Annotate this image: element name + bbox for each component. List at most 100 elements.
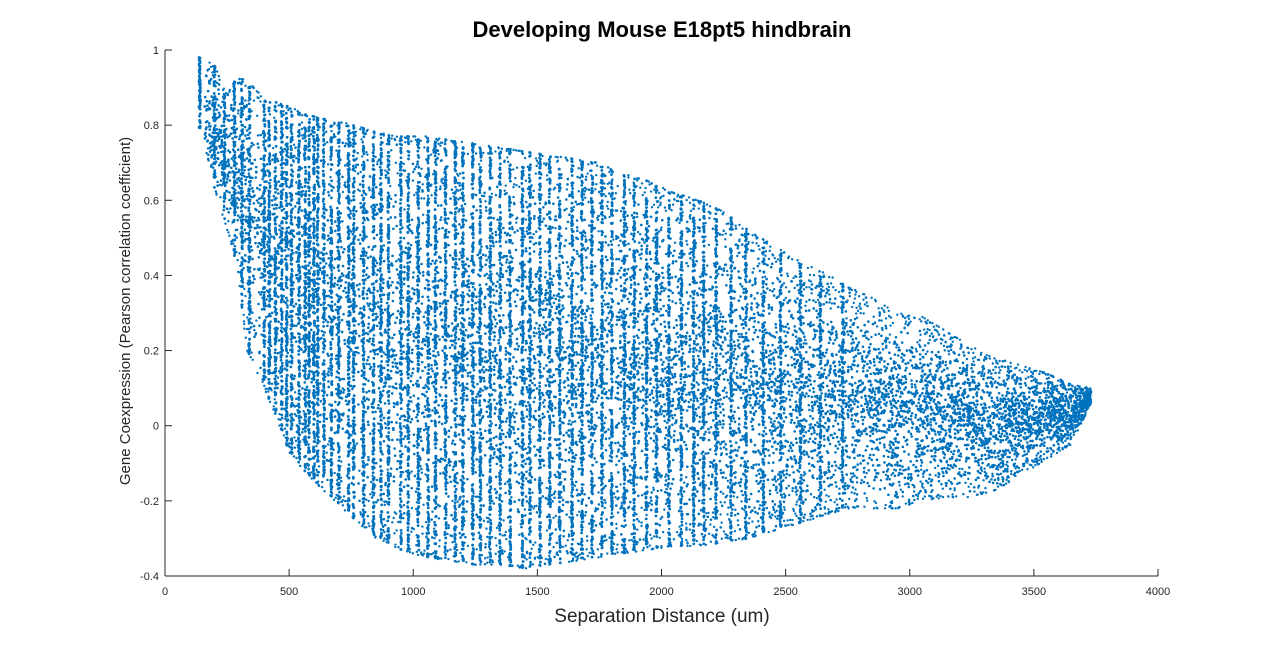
data-point xyxy=(241,131,245,135)
data-point xyxy=(347,336,351,339)
data-point xyxy=(417,299,421,303)
data-point xyxy=(316,315,320,319)
data-point xyxy=(426,467,430,471)
data-point xyxy=(322,386,326,390)
data-point xyxy=(240,108,243,112)
data-point xyxy=(312,130,316,134)
data-point xyxy=(280,339,284,343)
data-point xyxy=(336,164,340,167)
data-point xyxy=(262,105,266,109)
data-point xyxy=(312,242,316,245)
data-point xyxy=(346,368,350,372)
data-point xyxy=(285,142,289,146)
data-point xyxy=(433,489,437,493)
data-point xyxy=(274,363,277,367)
data-point xyxy=(313,148,316,152)
data-point xyxy=(248,212,252,216)
data-point xyxy=(406,225,410,229)
data-point xyxy=(362,461,365,465)
data-point xyxy=(297,174,301,178)
data-point xyxy=(263,264,267,268)
data-point xyxy=(406,325,410,329)
data-point xyxy=(329,219,333,222)
data-point xyxy=(352,356,355,360)
data-point xyxy=(268,371,272,375)
data-point xyxy=(426,381,430,385)
data-point xyxy=(361,333,365,337)
data-point xyxy=(372,356,376,360)
data-point xyxy=(268,162,272,166)
data-point xyxy=(362,465,366,469)
data-point xyxy=(352,256,356,259)
data-point xyxy=(262,291,266,294)
data-point xyxy=(434,185,438,189)
data-point xyxy=(361,440,365,444)
data-point xyxy=(280,374,283,378)
data-point xyxy=(372,288,376,292)
data-point xyxy=(362,146,366,150)
data-point xyxy=(322,397,326,401)
data-point xyxy=(303,156,307,160)
data-point xyxy=(380,198,384,202)
data-point xyxy=(308,458,311,461)
data-point xyxy=(247,233,251,237)
data-point xyxy=(322,165,325,168)
data-point xyxy=(416,149,420,153)
data-point xyxy=(406,338,410,342)
data-point xyxy=(337,149,341,153)
data-point xyxy=(223,196,227,200)
data-point xyxy=(247,136,251,140)
data-point xyxy=(400,143,403,147)
data-point xyxy=(240,87,243,91)
data-point xyxy=(303,373,307,376)
data-point xyxy=(312,270,316,273)
data-point xyxy=(273,160,277,164)
data-point xyxy=(312,384,316,388)
data-point xyxy=(361,149,365,153)
data-point xyxy=(361,387,365,391)
data-point xyxy=(400,539,403,543)
data-point xyxy=(433,310,437,314)
data-point xyxy=(352,496,356,499)
data-point xyxy=(433,276,437,280)
data-point xyxy=(427,458,430,462)
data-point xyxy=(274,374,278,378)
data-point xyxy=(433,272,437,276)
data-point xyxy=(337,264,340,267)
data-point xyxy=(212,108,216,112)
data-point xyxy=(371,478,375,482)
data-point xyxy=(398,332,402,335)
data-point xyxy=(322,188,326,192)
data-point xyxy=(347,281,351,285)
data-point xyxy=(316,435,320,439)
data-point xyxy=(198,89,202,93)
data-point xyxy=(290,135,294,139)
data-point xyxy=(352,309,356,313)
data-point xyxy=(361,419,365,423)
data-point xyxy=(312,157,315,161)
data-point xyxy=(307,134,311,138)
data-point xyxy=(240,168,244,172)
data-point xyxy=(379,253,383,257)
data-point xyxy=(362,496,366,500)
data-point xyxy=(262,325,266,329)
data-point xyxy=(248,250,252,254)
data-point xyxy=(372,391,376,394)
data-point xyxy=(285,439,289,443)
data-point xyxy=(308,261,312,265)
data-point xyxy=(273,273,277,277)
data-point xyxy=(379,473,383,476)
data-point xyxy=(416,433,420,437)
data-point xyxy=(280,194,283,197)
data-point xyxy=(352,221,356,225)
data-point xyxy=(316,414,320,418)
data-point xyxy=(263,146,267,150)
data-point xyxy=(306,181,310,185)
data-point xyxy=(362,152,366,156)
data-point xyxy=(312,169,316,172)
data-point xyxy=(289,214,293,218)
data-point xyxy=(312,356,315,360)
data-point xyxy=(222,116,226,120)
data-point xyxy=(352,351,356,355)
data-point xyxy=(380,228,384,232)
